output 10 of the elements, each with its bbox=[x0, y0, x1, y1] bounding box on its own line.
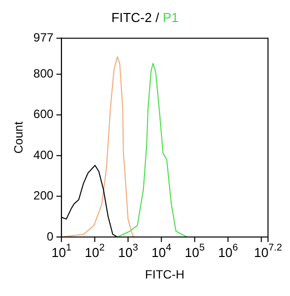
y-tick-label: 200 bbox=[33, 188, 54, 203]
y-tick-label: 977 bbox=[33, 30, 54, 45]
text: P1 bbox=[162, 10, 179, 25]
y-tick-label: 400 bbox=[33, 148, 54, 162]
y-tick-label: 800 bbox=[33, 66, 54, 81]
y-tick-label: 0 bbox=[46, 229, 54, 244]
x-axis-title: FITC-H bbox=[145, 267, 184, 282]
y-axis-title: Count bbox=[12, 120, 26, 154]
y-tick-label: 600 bbox=[33, 107, 54, 122]
chart-title: FITC-2 / bbox=[111, 10, 160, 25]
